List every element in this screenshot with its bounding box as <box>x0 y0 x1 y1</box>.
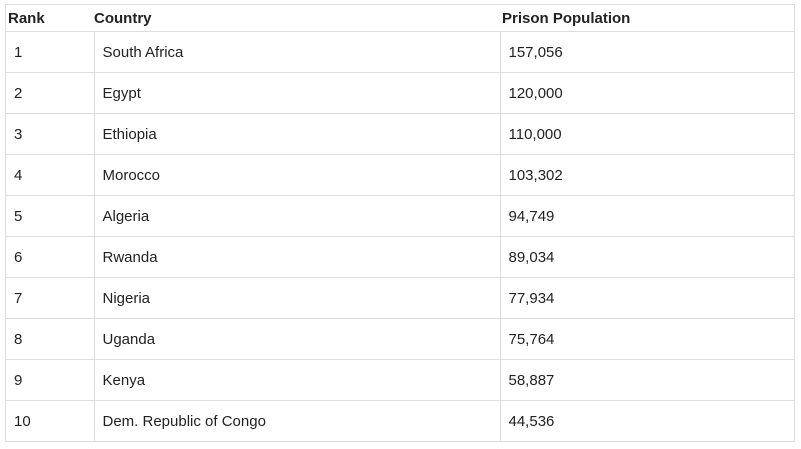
cell-population: 103,302 <box>499 154 795 196</box>
cell-country: Morocco <box>93 154 501 196</box>
table-header-row: Rank Country Prison Population <box>5 4 795 32</box>
cell-country: South Africa <box>93 31 501 73</box>
cell-rank: 6 <box>5 236 95 278</box>
cell-country: Uganda <box>93 318 501 360</box>
cell-population: 77,934 <box>499 277 795 319</box>
cell-country: Rwanda <box>93 236 501 278</box>
cell-population: 89,034 <box>499 236 795 278</box>
header-prison-population: Prison Population <box>500 4 795 32</box>
cell-rank: 8 <box>5 318 95 360</box>
cell-country: Kenya <box>93 359 501 401</box>
cell-rank: 7 <box>5 277 95 319</box>
cell-population: 75,764 <box>499 318 795 360</box>
cell-population: 157,056 <box>499 31 795 73</box>
cell-rank: 3 <box>5 113 95 155</box>
table-row: 7 Nigeria 77,934 <box>5 277 795 319</box>
cell-country: Egypt <box>93 72 501 114</box>
table-row: 8 Uganda 75,764 <box>5 318 795 360</box>
cell-population: 58,887 <box>499 359 795 401</box>
table-row: 2 Egypt 120,000 <box>5 72 795 114</box>
cell-country: Ethiopia <box>93 113 501 155</box>
table-row: 4 Morocco 103,302 <box>5 154 795 196</box>
table-row: 6 Rwanda 89,034 <box>5 236 795 278</box>
table-row: 5 Algeria 94,749 <box>5 195 795 237</box>
cell-population: 44,536 <box>499 400 795 442</box>
cell-population: 120,000 <box>499 72 795 114</box>
cell-population: 110,000 <box>499 113 795 155</box>
cell-population: 94,749 <box>499 195 795 237</box>
cell-rank: 9 <box>5 359 95 401</box>
cell-rank: 1 <box>5 31 95 73</box>
cell-rank: 2 <box>5 72 95 114</box>
header-country: Country <box>94 4 500 32</box>
cell-rank: 10 <box>5 400 95 442</box>
table-row: 10 Dem. Republic of Congo 44,536 <box>5 400 795 442</box>
table-row: 3 Ethiopia 110,000 <box>5 113 795 155</box>
cell-rank: 5 <box>5 195 95 237</box>
cell-country: Algeria <box>93 195 501 237</box>
table-row: 9 Kenya 58,887 <box>5 359 795 401</box>
table-row: 1 South Africa 157,056 <box>5 31 795 73</box>
prison-population-table: Rank Country Prison Population 1 South Af… <box>5 4 795 442</box>
cell-country: Nigeria <box>93 277 501 319</box>
cell-country: Dem. Republic of Congo <box>93 400 501 442</box>
header-rank: Rank <box>5 4 94 32</box>
cell-rank: 4 <box>5 154 95 196</box>
